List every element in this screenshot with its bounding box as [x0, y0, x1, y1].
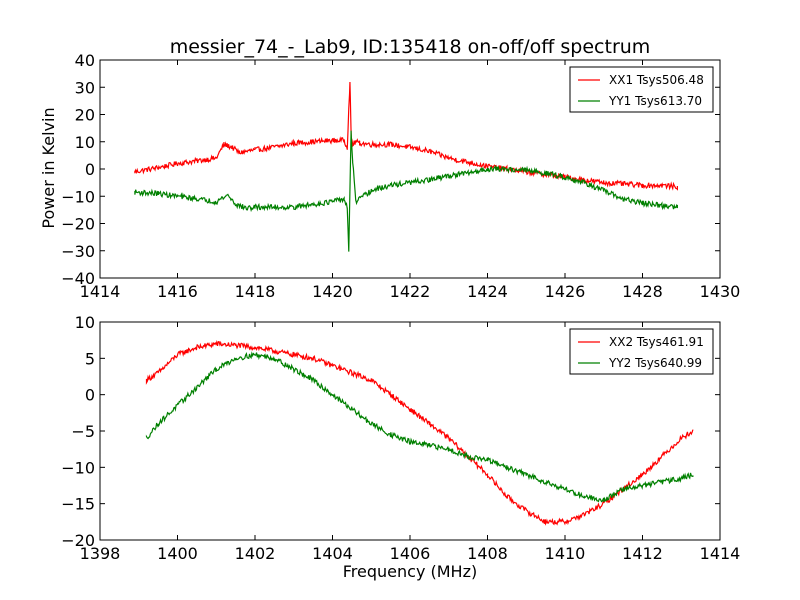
- y-tick-label: 0: [85, 160, 95, 179]
- x-tick-label: 1404: [312, 544, 353, 563]
- x-tick-label: 1428: [622, 282, 663, 301]
- y-tick-label: 10: [75, 313, 95, 332]
- x-axis-label: Frequency (MHz): [343, 562, 477, 581]
- x-tick-label: 1408: [467, 544, 508, 563]
- x-tick-label: 1416: [157, 282, 198, 301]
- figure-title: messier_74_-_Lab9, ID:135418 on-off/off …: [170, 36, 651, 58]
- y-tick-label: −30: [61, 242, 95, 261]
- x-tick-label: 1418: [235, 282, 276, 301]
- y-tick-label: −10: [61, 187, 95, 206]
- y-tick-label: 30: [75, 78, 95, 97]
- x-tick-label: 1412: [622, 544, 663, 563]
- legend-box: [569, 66, 714, 113]
- legend-label: XX2 Tsys461.91: [609, 335, 704, 349]
- y-tick-label: −20: [61, 215, 95, 234]
- y-tick-label: 10: [75, 133, 95, 152]
- y-tick-label: −5: [71, 422, 95, 441]
- x-tick-label: 1410: [545, 544, 586, 563]
- y-tick-label: 0: [85, 386, 95, 405]
- x-tick-label: 1402: [235, 544, 276, 563]
- x-tick-label: 1406: [390, 544, 431, 563]
- y-axis-label: Power in Kelvin: [39, 107, 58, 228]
- subplot-1: 1414 1416 1418 1420 1422 1424 1426 1428 1430 −40 −…: [61, 51, 740, 301]
- series-line-2-1: [145, 339, 694, 526]
- y-tick-label: −10: [61, 458, 95, 477]
- x-tick-label: 1430: [700, 282, 741, 301]
- y-tick-label: 5: [85, 349, 95, 368]
- series-line-2-2: [145, 351, 694, 503]
- y-tick-label: 40: [75, 51, 95, 70]
- y-tick-label: −20: [61, 531, 95, 550]
- legend-label: YY1 Tsys613.70: [608, 94, 702, 108]
- series-line-1-1: [134, 81, 678, 191]
- x-tick-label: 1426: [545, 282, 586, 301]
- legend-box: [569, 328, 714, 375]
- legend-label: YY2 Tsys640.99: [608, 356, 702, 370]
- x-tick-label: 1424: [467, 282, 508, 301]
- x-tick-label: 1414: [700, 544, 741, 563]
- legend-1: XX1 Tsys506.48 YY1 Tsys613.70: [569, 66, 714, 113]
- series-line-1-2: [134, 130, 678, 252]
- y-tick-label: 20: [75, 106, 95, 125]
- y-tick-label: −15: [61, 495, 95, 514]
- x-tick-label: 1400: [157, 544, 198, 563]
- subplot-2: 1398 1400 1402 1404 1406 1408 1410 1412 1414 −20 −…: [61, 313, 740, 563]
- y-tick-label: −40: [61, 269, 95, 288]
- x-tick-label: 1414: [80, 282, 121, 301]
- x-tick-label: 1398: [80, 544, 121, 563]
- x-tick-label: 1420: [312, 282, 353, 301]
- subplots: 1414 1416 1418 1420 1422 1424 1426 1428 1430 −40 −…: [61, 51, 740, 563]
- x-tick-label: 1422: [390, 282, 431, 301]
- legend-label: XX1 Tsys506.48: [609, 73, 704, 87]
- legend-2: XX2 Tsys461.91 YY2 Tsys640.99: [569, 328, 714, 375]
